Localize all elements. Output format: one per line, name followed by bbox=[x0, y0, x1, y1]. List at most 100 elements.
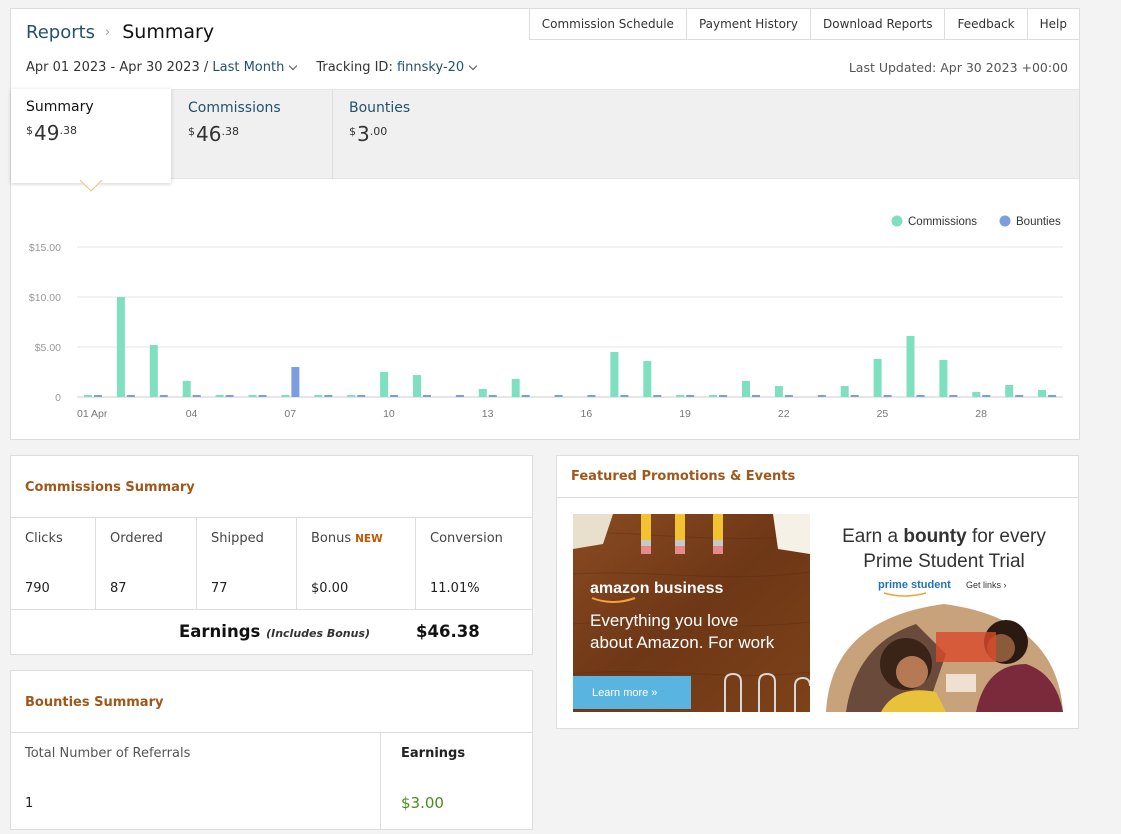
commissions-summary-title: Commissions Summary bbox=[11, 456, 532, 518]
commission-schedule-button[interactable]: Commission Schedule bbox=[528, 9, 686, 40]
students-photo bbox=[826, 604, 1063, 712]
promo-line-1: Everything you love bbox=[590, 611, 738, 630]
stat-header: Clicks bbox=[25, 531, 63, 546]
commissions-bar bbox=[676, 395, 685, 397]
x-tick-label: 25 bbox=[877, 408, 889, 420]
amount-fraction: .38 bbox=[59, 124, 77, 137]
commissions-stats-table: Clicks 790 Ordered 87 Shipped 77 Bonus NE… bbox=[11, 518, 532, 610]
bounties-bar bbox=[752, 395, 760, 397]
legend-label-commissions: Commissions bbox=[908, 216, 977, 228]
period-dropdown[interactable]: Last Month bbox=[212, 60, 285, 75]
bounties-bar bbox=[916, 395, 925, 397]
bounties-summary-title: Bounties Summary bbox=[11, 671, 532, 733]
tab-bounties[interactable]: Bounties $ 3 .00 bbox=[334, 90, 494, 179]
x-tick-label: 28 bbox=[975, 408, 987, 420]
tab-commissions[interactable]: Commissions $ 46 .38 bbox=[173, 90, 333, 179]
stat-clicks: Clicks 790 bbox=[11, 518, 96, 610]
tracking-id-label: Tracking ID: bbox=[316, 60, 393, 75]
bounties-bar bbox=[587, 395, 596, 397]
prime-student-banner[interactable]: Earn a bounty for every Prime Student Tr… bbox=[826, 514, 1063, 712]
breadcrumb: Reports › Summary bbox=[26, 21, 214, 43]
amazon-business-banner[interactable]: amazon business Everything you love abou… bbox=[573, 514, 810, 712]
commissions-bar bbox=[380, 372, 389, 397]
feedback-button[interactable]: Feedback bbox=[944, 9, 1027, 40]
tab-summary-amount: $ 49 .38 bbox=[26, 121, 171, 145]
commissions-bar bbox=[742, 381, 750, 397]
x-tick-label: 04 bbox=[186, 408, 198, 420]
breadcrumb-chevron-icon: › bbox=[105, 24, 111, 40]
y-tick-label: 0 bbox=[55, 392, 61, 404]
commissions-bar bbox=[347, 395, 356, 397]
chevron-down-icon[interactable] bbox=[289, 61, 298, 71]
bounties-bar bbox=[126, 395, 135, 397]
learn-more-label[interactable]: Learn more » bbox=[592, 687, 657, 699]
daily-earnings-chart: 0 $5.00 $10.00 $15.00 01 Apr 04 07 10 13 16 19 22 25… bbox=[29, 215, 1063, 420]
get-links-link[interactable]: Get links › bbox=[966, 580, 1007, 590]
commissions-bar bbox=[511, 379, 520, 397]
featured-promotions-card: Featured Promotions & Events amazon busi… bbox=[556, 455, 1079, 729]
bounties-bar bbox=[159, 395, 168, 397]
chevron-down-icon[interactable] bbox=[468, 61, 478, 71]
commissions-bar bbox=[610, 352, 619, 397]
commissions-bar bbox=[413, 375, 421, 397]
tab-commissions-label: Commissions bbox=[188, 100, 281, 116]
bounties-bar bbox=[949, 395, 958, 397]
tracking-id-dropdown[interactable]: finnsky-20 bbox=[396, 60, 465, 75]
y-tick-label: $15.00 bbox=[29, 242, 61, 254]
x-tick-label: 10 bbox=[383, 408, 395, 420]
amount-fraction: .00 bbox=[369, 125, 388, 138]
commissions-bar bbox=[478, 389, 487, 397]
commissions-earnings-row: Earnings (Includes Bonus) $46.38 bbox=[11, 610, 532, 654]
commissions-bar bbox=[149, 345, 158, 397]
bounties-bar bbox=[719, 395, 728, 397]
bounty-headline-line1: Earn a bounty for every bbox=[842, 526, 1046, 547]
commissions-bar bbox=[873, 359, 882, 397]
learn-more-button[interactable] bbox=[573, 676, 691, 709]
new-badge: NEW bbox=[355, 533, 383, 545]
stat-value: $0.00 bbox=[311, 581, 349, 596]
help-button[interactable]: Help bbox=[1026, 9, 1079, 40]
bonus-header-text: Bonus bbox=[311, 531, 352, 546]
amount-whole: 49 bbox=[34, 121, 60, 145]
x-tick-label: 13 bbox=[482, 408, 494, 420]
tab-summary[interactable]: Summary $ 49 .38 bbox=[11, 89, 171, 183]
referrals-cell: Total Number of Referrals 1 bbox=[11, 733, 381, 829]
amount-whole: 3 bbox=[357, 122, 370, 146]
amount-fraction: .38 bbox=[221, 125, 239, 138]
x-tick-label: 07 bbox=[284, 408, 296, 420]
bounties-summary-card: Bounties Summary Total Number of Referra… bbox=[10, 670, 533, 830]
bounties-bar bbox=[1015, 395, 1024, 397]
commissions-bar bbox=[314, 395, 323, 397]
commissions-bar bbox=[1005, 385, 1014, 397]
bounties-bar bbox=[258, 395, 267, 397]
stat-value: 11.01% bbox=[430, 581, 480, 596]
stat-ordered: Ordered 87 bbox=[96, 518, 197, 610]
commissions-bar bbox=[709, 395, 718, 397]
bounty-earnings-cell: Earnings $3.00 bbox=[381, 733, 532, 829]
stat-header: Shipped bbox=[211, 531, 264, 546]
filter-row: Apr 01 2023 - Apr 30 2023 / Last Month T… bbox=[26, 60, 478, 75]
stat-bonus: Bonus NEW $0.00 bbox=[297, 518, 416, 610]
referrals-value: 1 bbox=[25, 796, 34, 811]
stat-conversion: Conversion 11.01% bbox=[416, 518, 532, 610]
bounties-bar bbox=[653, 395, 662, 397]
tab-pointer-icon bbox=[79, 179, 103, 192]
commissions-bar bbox=[84, 395, 92, 397]
commissions-bar bbox=[972, 392, 981, 397]
last-updated-text: Last Updated: Apr 30 2023 +00:00 bbox=[848, 60, 1068, 75]
prime-student-logo: prime student bbox=[878, 579, 951, 591]
breadcrumb-reports-link[interactable]: Reports bbox=[26, 21, 96, 43]
bounty-earnings-value: $3.00 bbox=[401, 794, 444, 812]
payment-history-button[interactable]: Payment History bbox=[685, 9, 810, 40]
bounties-bar bbox=[982, 395, 991, 397]
stat-header: Bonus NEW bbox=[311, 531, 415, 546]
tab-bounties-amount: $ 3 .00 bbox=[349, 122, 494, 146]
commissions-bar bbox=[248, 395, 257, 397]
stat-header: Conversion bbox=[430, 531, 503, 546]
commissions-bar bbox=[840, 386, 849, 397]
stat-value: 77 bbox=[211, 581, 228, 596]
download-reports-button[interactable]: Download Reports bbox=[809, 9, 945, 40]
commissions-bar bbox=[281, 395, 290, 397]
bounties-bar bbox=[291, 367, 300, 397]
commissions-bar bbox=[116, 297, 125, 397]
